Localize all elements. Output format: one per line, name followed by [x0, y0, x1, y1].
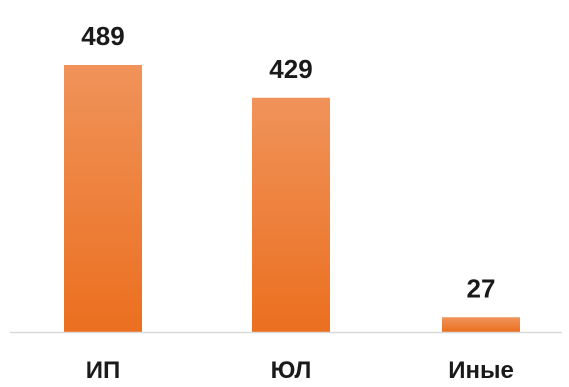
bar-3	[442, 317, 520, 332]
labels-layer: 489 ИП 429 ЮЛ 27 Иные	[81, 21, 513, 384]
category-label-1: ИП	[86, 357, 121, 384]
bar-1	[64, 65, 142, 332]
category-label-3: Иные	[448, 357, 514, 384]
data-label-3: 27	[467, 273, 496, 303]
data-label-2: 429	[269, 54, 312, 84]
category-label-2: ЮЛ	[271, 357, 312, 384]
bar-2	[252, 97, 330, 332]
data-label-1: 489	[81, 21, 124, 51]
bars-layer	[64, 65, 520, 332]
